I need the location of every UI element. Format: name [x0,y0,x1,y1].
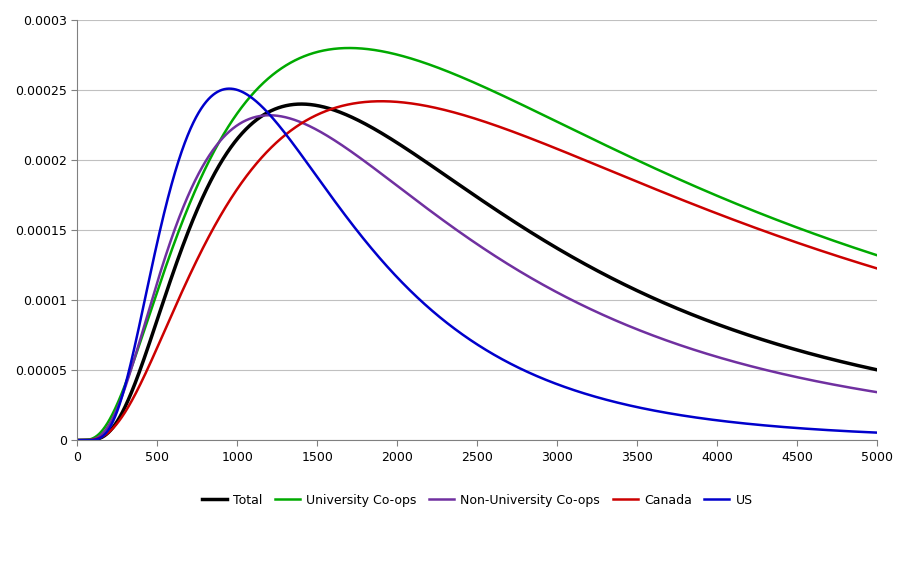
Canada [463,113,474,120]
University Co-ops [872,252,883,258]
Line: University Co-ops: University Co-ops [77,48,877,440]
University Co-ops [105,415,116,421]
Non-University Co-ops [105,419,116,425]
Canada [105,427,116,434]
US [872,429,883,436]
US [829,427,840,434]
Canada [229,190,240,197]
University Co-ops [829,237,840,244]
Total [120,403,131,410]
Total [296,101,307,107]
Total [75,437,86,444]
Canada [829,252,840,258]
Non-University Co-ops [120,384,131,391]
University Co-ops [344,45,355,52]
Total [229,139,240,146]
Total [72,437,83,444]
Total [872,366,883,373]
Non-University Co-ops [75,437,86,444]
Non-University Co-ops [229,124,240,131]
Non-University Co-ops [463,235,474,241]
Line: Canada: Canada [77,101,877,440]
University Co-ops [120,381,131,388]
US [75,437,86,444]
Non-University Co-ops [829,381,840,388]
Total [463,187,474,194]
Line: Total: Total [77,104,877,440]
Canada [75,437,86,444]
University Co-ops [72,437,83,444]
Canada [72,437,83,444]
US [224,85,235,92]
Line: US: US [77,89,877,440]
Total [105,427,116,434]
University Co-ops [229,114,240,121]
Line: Non-University Co-ops: Non-University Co-ops [77,115,877,440]
US [120,382,131,389]
Non-University Co-ops [872,389,883,395]
Canada [376,98,387,105]
Total [829,357,840,364]
US [105,423,116,429]
Non-University Co-ops [72,437,83,444]
US [463,335,474,342]
University Co-ops [463,77,474,83]
Canada [120,408,131,415]
University Co-ops [75,437,86,444]
US [72,437,83,444]
Canada [872,265,883,272]
Non-University Co-ops [264,112,275,119]
US [229,86,240,93]
Legend: Total, University Co-ops, Non-University Co-ops, Canada, US: Total, University Co-ops, Non-University… [197,488,757,512]
